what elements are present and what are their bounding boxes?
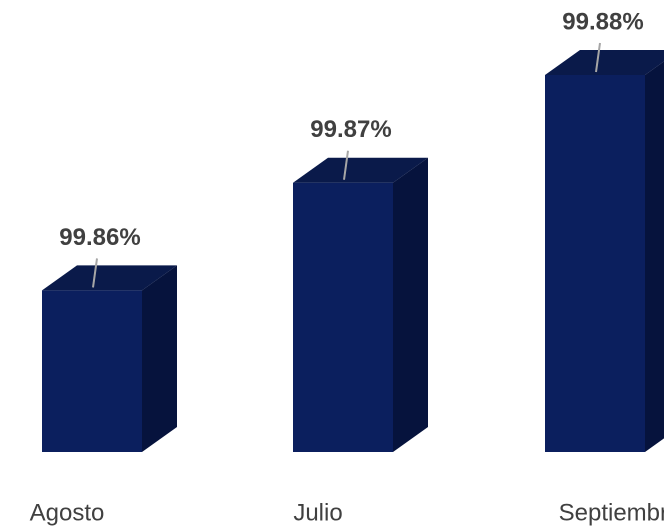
bar-top <box>293 157 428 183</box>
leader-line <box>343 150 349 180</box>
x-tick-label: Septiembre <box>559 499 664 526</box>
bar-top <box>545 50 664 75</box>
bar-side <box>142 265 177 452</box>
bar-side <box>645 61 664 452</box>
leader-line <box>92 258 98 288</box>
bar <box>293 182 393 452</box>
bar <box>545 75 645 452</box>
value-label: 99.86% <box>59 224 140 251</box>
x-tick-label: Agosto <box>30 499 105 526</box>
x-tick-label: Julio <box>293 499 342 526</box>
bar-top <box>42 265 177 291</box>
leader-line <box>595 42 601 73</box>
bar-side <box>393 157 428 452</box>
bar <box>42 290 142 452</box>
value-label: 99.88% <box>562 8 643 35</box>
value-label: 99.87% <box>310 116 391 143</box>
